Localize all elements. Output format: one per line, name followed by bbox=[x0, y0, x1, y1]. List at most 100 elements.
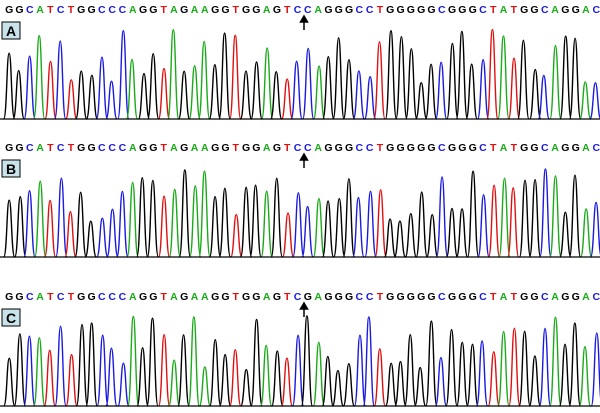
base-letter: G bbox=[572, 291, 580, 303]
trace-peak bbox=[331, 369, 345, 407]
trace-peak bbox=[33, 337, 46, 407]
trace-peak bbox=[43, 199, 57, 258]
trace-peak bbox=[218, 187, 232, 258]
trace-peak bbox=[146, 317, 159, 407]
base-letter: A bbox=[170, 4, 178, 16]
base-letter: G bbox=[417, 142, 425, 154]
base-letter: C bbox=[356, 4, 364, 16]
base-letter: G bbox=[417, 4, 425, 16]
base-letter: A bbox=[314, 4, 322, 16]
base-letter: G bbox=[242, 4, 250, 16]
trace-peak bbox=[125, 58, 139, 120]
base-letter: G bbox=[345, 4, 353, 16]
trace-peak bbox=[137, 72, 151, 120]
trace-peak bbox=[239, 70, 253, 120]
base-letter: C bbox=[479, 142, 487, 154]
base-letter: C bbox=[356, 142, 364, 154]
trace-peak bbox=[270, 70, 283, 120]
base-letter: C bbox=[438, 142, 446, 154]
base-letter: C bbox=[108, 291, 116, 303]
trace-peak bbox=[529, 68, 542, 120]
base-letter: G bbox=[520, 4, 528, 16]
trace-peak bbox=[105, 80, 118, 120]
base-letter: A bbox=[551, 4, 559, 16]
trace-peak bbox=[568, 174, 582, 258]
trace-peak bbox=[2, 52, 16, 120]
trace-peak bbox=[373, 348, 386, 407]
base-letter: G bbox=[386, 291, 394, 303]
trace-peak bbox=[508, 327, 521, 407]
trace-peak bbox=[424, 63, 438, 120]
trace-peak bbox=[446, 42, 459, 120]
base-letter: G bbox=[448, 291, 456, 303]
trace-peak bbox=[218, 353, 232, 407]
trace-peak bbox=[322, 56, 335, 120]
trace-peak bbox=[455, 30, 469, 120]
trace-peak bbox=[342, 178, 356, 258]
trace-peak bbox=[558, 343, 572, 407]
base-letter: G bbox=[386, 4, 394, 16]
trace-peak bbox=[445, 328, 458, 407]
base-letter: C bbox=[98, 291, 106, 303]
base-letter: G bbox=[324, 4, 332, 16]
base-letter: A bbox=[314, 142, 322, 154]
trace-peak bbox=[373, 41, 386, 120]
trace-peak bbox=[250, 61, 263, 120]
trace-peak bbox=[126, 181, 139, 258]
trace-peak bbox=[218, 32, 231, 120]
base-letter: G bbox=[417, 291, 425, 303]
trace-peak bbox=[178, 169, 192, 258]
base-letter: A bbox=[263, 4, 271, 16]
base-letter: T bbox=[160, 291, 167, 303]
trace-peak bbox=[33, 34, 46, 120]
trace-peak bbox=[415, 191, 428, 258]
base-letter: G bbox=[324, 291, 332, 303]
base-letter: C bbox=[541, 291, 549, 303]
base-letter: G bbox=[242, 142, 250, 154]
base-letter: C bbox=[98, 4, 106, 16]
trace-peak bbox=[65, 79, 78, 120]
base-letter: G bbox=[149, 291, 157, 303]
trace-peak bbox=[518, 179, 532, 258]
trace-peak bbox=[229, 349, 242, 407]
trace-peak bbox=[507, 57, 521, 120]
trace-peak bbox=[3, 199, 16, 258]
trace-peak bbox=[291, 334, 305, 407]
panel-label-box bbox=[1, 21, 21, 40]
base-letter: C bbox=[592, 4, 600, 16]
base-letter: G bbox=[252, 142, 260, 154]
trace-peak bbox=[167, 359, 181, 407]
base-letter: G bbox=[211, 142, 219, 154]
base-letter: A bbox=[129, 4, 137, 16]
base-letter: G bbox=[139, 4, 147, 16]
base-letter: G bbox=[407, 291, 415, 303]
trace-peak bbox=[321, 355, 335, 407]
trace-peak bbox=[146, 53, 160, 120]
trace-peak bbox=[321, 200, 335, 258]
base-letter: A bbox=[582, 291, 590, 303]
trace-peak bbox=[568, 37, 582, 120]
trace-peak bbox=[127, 315, 140, 407]
base-letter: A bbox=[129, 291, 137, 303]
trace-peak bbox=[559, 35, 572, 120]
base-letter: A bbox=[191, 291, 199, 303]
panel-label: A bbox=[6, 23, 16, 39]
base-letter: G bbox=[77, 142, 85, 154]
trace-peak bbox=[85, 74, 99, 120]
trace-peak bbox=[549, 44, 562, 120]
trace-peak bbox=[352, 70, 366, 120]
trace-peak bbox=[116, 190, 129, 258]
trace-peak bbox=[136, 177, 149, 258]
trace-peak bbox=[487, 184, 501, 258]
base-letter: G bbox=[469, 142, 477, 154]
base-letter: A bbox=[551, 291, 559, 303]
base-letter: G bbox=[273, 142, 281, 154]
base-letter: G bbox=[345, 142, 353, 154]
base-letter: C bbox=[366, 4, 374, 16]
trace-peak bbox=[177, 70, 191, 120]
base-letter: G bbox=[530, 142, 538, 154]
